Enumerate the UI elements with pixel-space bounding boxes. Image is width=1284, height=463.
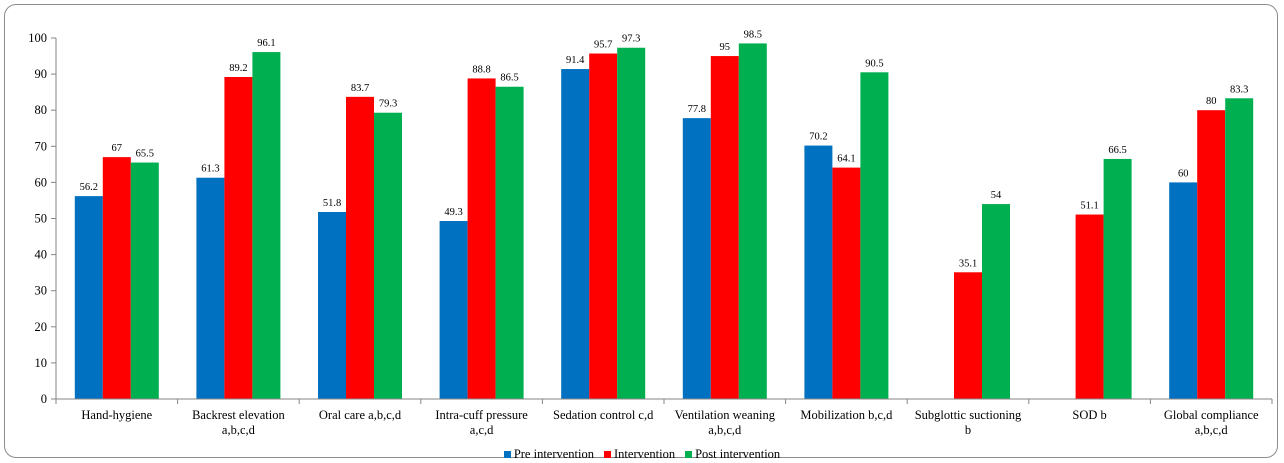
x-category-label: Sedation control c,d xyxy=(553,408,654,422)
y-tick-label: 70 xyxy=(35,139,48,153)
bar xyxy=(804,145,833,399)
data-label: 79.3 xyxy=(379,99,397,110)
data-label: 77.8 xyxy=(688,104,706,115)
data-label: 56.2 xyxy=(80,182,98,193)
x-category-label: Mobilization b,c,d xyxy=(800,408,893,422)
bar xyxy=(130,162,159,399)
x-category-label: Intra-cuff pressure xyxy=(435,408,528,422)
bar xyxy=(589,53,618,399)
bar xyxy=(738,43,767,399)
x-category-label: a,b,c,d xyxy=(222,423,256,437)
data-label: 65.5 xyxy=(136,149,154,160)
data-label: 51.8 xyxy=(323,198,341,209)
legend-item: Pre intervention xyxy=(503,446,595,462)
bar xyxy=(318,212,346,399)
legend-item: Intervention xyxy=(604,447,675,462)
data-label: 95.7 xyxy=(594,40,612,51)
bar xyxy=(196,177,225,399)
bar xyxy=(102,157,131,399)
bar xyxy=(860,72,889,400)
y-tick-label: 10 xyxy=(35,356,48,370)
x-category-label: a,b,c,d xyxy=(708,423,742,437)
legend-swatch xyxy=(503,450,511,458)
data-label: 96.1 xyxy=(257,38,275,49)
bars: 56.2 67 65.5 61.3 89.2 96.1 51.8 83.7 79.3 49.3 88… xyxy=(74,29,1254,400)
y-tick-label: 40 xyxy=(35,248,48,262)
y-tick-label: 0 xyxy=(41,392,47,406)
bar xyxy=(224,76,253,399)
x-category-label: Subglottic suctioning xyxy=(915,408,1022,422)
x-category-label: a,b,c,d xyxy=(1195,423,1229,437)
bar xyxy=(682,118,711,399)
y-tick-label: 60 xyxy=(35,175,48,189)
x-category-label: Global compliance xyxy=(1164,408,1259,422)
data-label: 70.2 xyxy=(809,132,827,143)
data-label: 88.8 xyxy=(472,64,490,75)
bar xyxy=(74,196,103,399)
x-category-label: Ventilation weaning xyxy=(675,408,776,422)
y-tick-label: 50 xyxy=(35,212,48,226)
legend-item: Post intervention xyxy=(685,447,780,462)
x-category-label: a,c,d xyxy=(470,423,494,437)
bar xyxy=(617,47,646,399)
data-label: 95 xyxy=(720,42,731,53)
data-label: 86.5 xyxy=(500,73,518,84)
bar xyxy=(982,204,1010,399)
y-tick-label: 80 xyxy=(35,103,48,117)
data-label: 98.5 xyxy=(744,29,762,40)
bar xyxy=(346,96,374,399)
data-label: 51.1 xyxy=(1080,201,1098,212)
bar xyxy=(252,52,281,399)
data-label: 91.4 xyxy=(566,55,585,66)
bar xyxy=(1075,214,1104,399)
legend-label: Pre intervention xyxy=(513,446,595,461)
bar xyxy=(710,56,739,400)
data-label: 90.5 xyxy=(865,58,883,69)
bar xyxy=(374,112,402,400)
y-tick-label: 90 xyxy=(35,67,48,81)
y-tick-label: 100 xyxy=(28,31,47,45)
x-category-label: Oral care a,b,c,d xyxy=(319,408,402,422)
bar xyxy=(832,167,861,399)
legend-label: Post intervention xyxy=(695,446,781,461)
y-axis: 0 10 20 30 40 50 60 70 80 90 100 xyxy=(28,31,57,406)
data-label: 49.3 xyxy=(444,207,462,218)
legend-swatch xyxy=(604,450,612,458)
y-tick-label: 20 xyxy=(35,320,48,334)
y-tick-label: 30 xyxy=(35,284,48,298)
bar xyxy=(954,272,982,399)
bar xyxy=(495,86,524,400)
data-label: 67 xyxy=(112,143,123,154)
data-label: 64.1 xyxy=(837,154,855,165)
x-category-label: Backrest elevation xyxy=(192,408,285,422)
data-label: 83.7 xyxy=(351,83,369,94)
data-label: 61.3 xyxy=(201,164,219,175)
bar xyxy=(1197,110,1226,399)
legend: Pre intervention Intervention Post interve… xyxy=(0,446,1284,462)
legend-label: Intervention xyxy=(614,446,676,461)
data-label: 54 xyxy=(991,190,1002,201)
x-category-label: b xyxy=(965,423,971,437)
bar xyxy=(467,78,496,399)
bar xyxy=(1225,98,1254,400)
bar xyxy=(1169,182,1198,399)
x-category-label: SOD b xyxy=(1072,408,1106,422)
data-label: 35.1 xyxy=(959,258,977,269)
data-label: 83.3 xyxy=(1230,84,1248,95)
data-label: 60 xyxy=(1178,168,1189,179)
data-label: 89.2 xyxy=(229,63,247,74)
data-label: 97.3 xyxy=(622,34,640,45)
x-axis: Hand-hygiene Backrest elevationa,b,c,dOra… xyxy=(55,398,1273,437)
x-category-label: Hand-hygiene xyxy=(81,408,152,422)
bar xyxy=(561,69,590,400)
legend-swatch xyxy=(685,450,693,458)
data-label: 66.5 xyxy=(1108,145,1126,156)
data-label: 80 xyxy=(1206,96,1217,107)
bar xyxy=(439,221,468,399)
bar xyxy=(1103,158,1132,399)
